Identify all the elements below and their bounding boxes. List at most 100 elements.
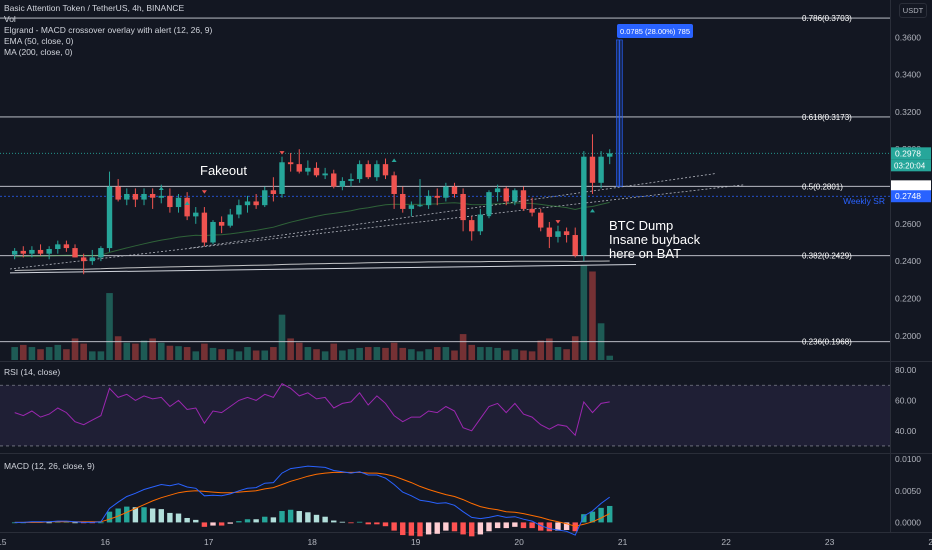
candle-body — [408, 205, 415, 209]
macd-legend: MACD (12, 26, close, 9) — [4, 461, 95, 471]
rsi-tick-label: 40.00 — [895, 426, 917, 436]
candle-body — [391, 175, 397, 194]
volume-bar — [330, 343, 338, 360]
candle-body — [201, 212, 208, 243]
macd-histogram-bar — [124, 506, 130, 523]
macd-histogram-bar — [374, 522, 380, 525]
candle-body — [270, 190, 277, 194]
candle-body — [460, 193, 466, 221]
candle-body — [89, 257, 95, 262]
horizontal-trend-line — [9, 263, 637, 274]
candle-body — [589, 156, 596, 183]
macd-histogram-bar — [72, 522, 78, 524]
volume-bar — [546, 338, 553, 360]
macd-histogram-bar — [175, 513, 182, 523]
volume-bar — [45, 347, 53, 360]
signal-marker — [158, 186, 164, 191]
volume-bar — [589, 271, 596, 360]
volume-bar — [520, 350, 527, 360]
macd-histogram-bar — [356, 521, 363, 523]
macd-histogram-bar — [555, 522, 561, 531]
volume-bar — [209, 347, 217, 360]
candle-body — [374, 164, 380, 178]
volume-bar — [157, 342, 165, 360]
volume-bar — [192, 351, 200, 360]
macd-tick-label: 0.0100 — [895, 454, 921, 464]
macd-histogram-bar — [546, 522, 553, 532]
candle-body — [141, 193, 147, 200]
macd-histogram-bar — [141, 507, 147, 523]
volume-bar — [477, 347, 484, 360]
macd-histogram-bar — [529, 522, 535, 529]
time-tick-label: 18 — [307, 537, 317, 547]
macd-histogram-bar — [538, 522, 544, 531]
volume-bar — [287, 338, 294, 360]
currency-button[interactable]: USDT — [899, 3, 927, 18]
macd-histogram-bar — [563, 522, 570, 530]
macd-histogram-bar — [167, 512, 173, 523]
candle-body — [20, 250, 26, 254]
candle-body — [210, 221, 216, 243]
candle-body — [443, 186, 449, 198]
macd-histogram-bar — [46, 522, 52, 524]
btc-dump-annotation: BTC Dump Insane buyback here on BAT — [609, 219, 700, 261]
volume-bar — [166, 345, 174, 360]
candle-body — [451, 186, 458, 194]
volume-bar — [485, 347, 493, 360]
candle-body — [607, 153, 613, 157]
candle-body — [167, 195, 173, 208]
volume-bar — [563, 349, 570, 360]
signal-marker — [555, 220, 561, 224]
candle-body — [29, 249, 35, 254]
macd-histogram-bar — [201, 522, 208, 527]
rsi-legend: RSI (14, close) — [4, 367, 61, 377]
volume-bar — [399, 347, 407, 360]
time-tick-label: 23 — [825, 537, 835, 547]
volume-bar — [313, 349, 320, 360]
macd-histogram-bar — [451, 522, 458, 532]
measure-label: 0.0785 (28.00%) 785 — [620, 27, 690, 36]
volume-bar — [226, 349, 234, 360]
volume-bar — [252, 350, 260, 360]
fib-price-tag — [891, 180, 931, 193]
volume-bar — [106, 293, 113, 360]
candle-body — [158, 195, 164, 198]
candle-body — [115, 186, 121, 200]
volume-bar — [37, 349, 44, 360]
price-tick-label: 0.3200 — [895, 107, 921, 117]
time-tick-label: 21 — [618, 537, 628, 547]
candle-body — [417, 205, 423, 207]
candle-body — [598, 156, 604, 183]
macd-histogram-bar — [408, 522, 415, 536]
volume-bar — [347, 349, 355, 360]
volume-bar — [11, 347, 18, 360]
candle-body — [193, 212, 199, 217]
fib-level-label: 0.5(0.2801) — [802, 182, 843, 191]
macd-histogram-bar — [296, 511, 302, 523]
macd-histogram-bar — [417, 522, 423, 537]
volume-bar — [408, 349, 415, 360]
rsi-line — [14, 383, 610, 437]
volume-bar — [416, 351, 424, 360]
volume-bar — [295, 342, 303, 360]
macd-histogram-bar — [115, 508, 121, 523]
price-tick-label: 0.3400 — [895, 70, 921, 80]
volume-bar — [494, 347, 501, 360]
vol-legend: Vol — [4, 14, 16, 24]
macd-histogram-bar — [365, 522, 371, 525]
macd-histogram-bar — [486, 522, 492, 532]
macd-histogram-bar — [244, 519, 251, 523]
macd-histogram-bar — [262, 516, 268, 523]
macd-histogram-bar — [443, 522, 449, 531]
candle-body — [149, 193, 156, 198]
macd-histogram-bar — [589, 511, 596, 523]
price-tick-label: 0.2400 — [895, 256, 921, 266]
volume-bar — [183, 347, 191, 360]
candle-body — [218, 221, 225, 226]
macd-histogram-bar — [253, 519, 259, 523]
chart-title: Basic Attention Token / TetherUS, 4h, BI… — [4, 3, 185, 13]
macd-histogram-bar — [348, 522, 354, 524]
candle-body — [434, 195, 440, 198]
macd-histogram-bar — [287, 509, 294, 523]
